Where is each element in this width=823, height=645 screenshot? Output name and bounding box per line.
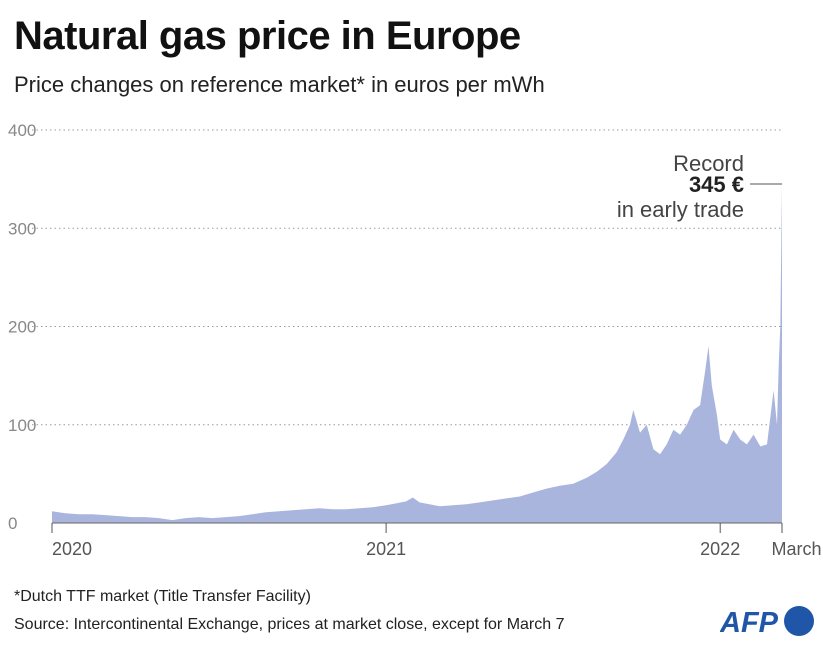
price-area-series bbox=[52, 184, 782, 523]
annotation-value: 345 € bbox=[689, 172, 744, 197]
x-tick-label: 2022 bbox=[700, 539, 740, 559]
chart-subtitle: Price changes on reference market* in eu… bbox=[14, 72, 545, 97]
y-tick-label: 0 bbox=[8, 514, 17, 533]
afp-logo-circle bbox=[784, 606, 814, 636]
annotation-line3: in early trade bbox=[617, 197, 744, 222]
chart-title: Natural gas price in Europe bbox=[14, 14, 521, 58]
y-tick-label: 200 bbox=[8, 318, 36, 337]
chart-area: 0 100 200 300 400 2020 2021 2022 March 7 Record34… bbox=[8, 121, 823, 559]
y-tick-label: 400 bbox=[8, 121, 36, 140]
source-note: Source: Intercontinental Exchange, price… bbox=[14, 616, 565, 633]
afp-logo: AFP bbox=[720, 606, 814, 639]
x-tick-label: March 7 bbox=[771, 539, 823, 559]
y-tick-label: 300 bbox=[8, 219, 36, 238]
x-tick-label: 2020 bbox=[52, 539, 92, 559]
afp-logo-text: AFP bbox=[720, 607, 779, 639]
x-tick-label: 2021 bbox=[366, 539, 406, 559]
annotation-line1: Record bbox=[673, 151, 744, 176]
y-tick-label: 100 bbox=[8, 416, 36, 435]
footnote: *Dutch TTF market (Title Transfer Facili… bbox=[14, 588, 311, 605]
